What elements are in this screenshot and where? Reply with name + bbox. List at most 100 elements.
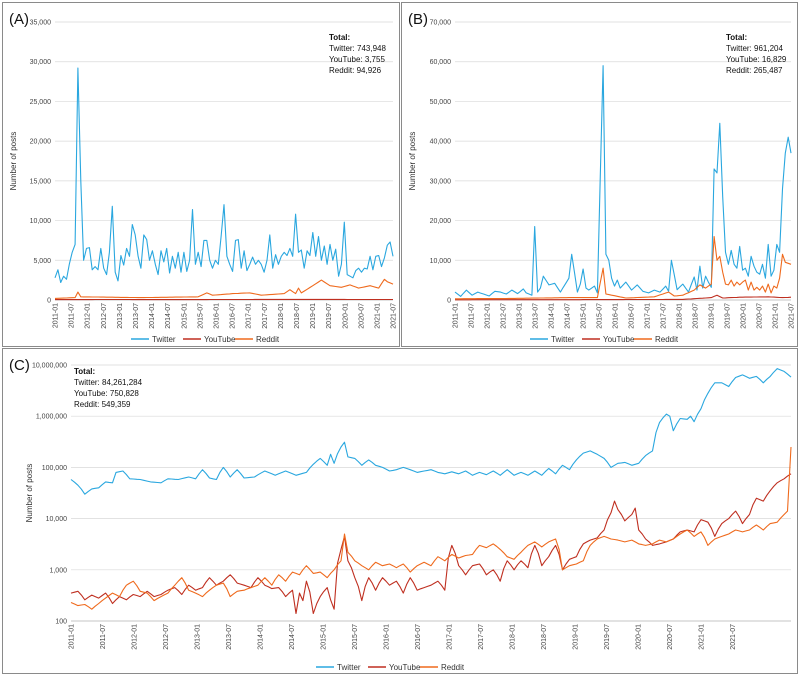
x-tick-label: 2018-01: [677, 303, 684, 329]
x-tick-label: 2017-07: [262, 303, 269, 329]
totals-line: Twitter: 84,261,284: [74, 378, 143, 387]
y-tick-label: 25,000: [30, 99, 52, 106]
x-tick-label: 2016-07: [230, 303, 237, 329]
x-tick-label: 2019-01: [573, 624, 580, 650]
totals-line: Reddit: 94,926: [329, 66, 382, 75]
legend-label-youtube: YouTube: [204, 335, 236, 344]
x-tick-label: 2014-07: [565, 303, 572, 329]
legend-label-reddit: Reddit: [655, 335, 679, 344]
y-tick-label: 60,000: [430, 59, 452, 66]
x-tick-label: 2018-01: [510, 624, 517, 650]
x-tick-label: 2018-07: [541, 624, 548, 650]
x-tick-label: 2020-07: [757, 303, 764, 329]
legend-label-reddit: Reddit: [441, 663, 465, 672]
y-tick-label: 0: [47, 298, 51, 305]
totals-title: Total:: [74, 367, 95, 376]
chart-b-svg: (B) 0 10,000 20,000 30,000 40,000 50,000 60,000…: [408, 11, 796, 344]
x-tick-label: 2012-07: [101, 303, 108, 329]
x-tick-label: 2016-07: [629, 303, 636, 329]
x-tick-label: 2014-01: [549, 303, 556, 329]
x-tick-label: 2011-07: [100, 624, 107, 649]
y-tick-label: 10,000,000: [32, 363, 67, 370]
y-tick-label: 10,000: [30, 218, 52, 225]
x-tick-label: 2013-07: [226, 624, 233, 650]
x-tick-label: 2020-07: [667, 624, 674, 650]
x-tick-label: 2019-07: [326, 303, 333, 329]
y-tick-label: 30,000: [30, 59, 52, 66]
y-tick-label: 1,000,000: [36, 414, 67, 421]
x-tick-label: 2013-01: [117, 303, 124, 329]
x-tick-label: 2012-07: [501, 303, 508, 329]
x-tick-label: 2020-07: [358, 303, 365, 329]
x-tick-label: 2019-07: [604, 624, 611, 650]
totals-line: Reddit: 549,359: [74, 400, 131, 409]
x-tick-label: 2021-07: [730, 624, 737, 650]
series-line-reddit: [70, 446, 792, 610]
x-tick-label: 2020-01: [741, 303, 748, 329]
series-line-twitter: [70, 368, 792, 495]
totals-line: Twitter: 743,948: [329, 44, 386, 53]
chart-panel-b: (B) 0 10,000 20,000 30,000 40,000 50,000 60,000…: [401, 2, 798, 347]
x-tick-label: 2016-01: [613, 303, 620, 329]
x-tick-label: 2013-01: [195, 624, 202, 650]
series-line-youtube: [455, 294, 792, 301]
y-tick-label: 0: [447, 298, 451, 305]
totals-line: Reddit: 265,487: [726, 66, 783, 75]
x-tick-label: 2015-01: [581, 303, 588, 329]
series-line-twitter: [454, 65, 792, 297]
x-tick-label: 2017-07: [478, 624, 485, 650]
x-tick-label: 2019-01: [310, 303, 317, 329]
x-tick-label: 2020-01: [636, 624, 643, 650]
y-tick-label: 50,000: [430, 99, 452, 106]
series-line-reddit: [455, 235, 792, 300]
x-tick-label: 2011-01: [453, 303, 460, 328]
legend-label-twitter: Twitter: [551, 335, 575, 344]
x-tick-label: 2016-07: [415, 624, 422, 650]
y-tick-label: 35,000: [30, 20, 52, 27]
series-line-reddit: [54, 278, 394, 299]
y-tick-label: 10,000: [46, 516, 68, 523]
y-tick-label: 1,000: [49, 567, 67, 574]
x-tick-label: 2021-07: [391, 303, 398, 329]
x-tick-label: 2017-01: [447, 624, 454, 650]
y-axis-label: Number of posts: [9, 132, 18, 191]
x-tick-label: 2015-01: [321, 624, 328, 650]
totals-line: YouTube: 3,755: [329, 55, 385, 64]
y-tick-label: 20,000: [30, 139, 52, 146]
x-tick-label: 2015-07: [597, 303, 604, 329]
x-tick-label: 2018-01: [278, 303, 285, 329]
x-tick-label: 2013-07: [533, 303, 540, 329]
x-tick-label: 2017-01: [645, 303, 652, 329]
y-tick-label: 15,000: [30, 178, 52, 185]
y-tick-label: 100,000: [42, 465, 67, 472]
x-tick-label: 2014-01: [258, 624, 265, 650]
x-tick-label: 2016-01: [214, 303, 221, 329]
totals-title: Total:: [329, 33, 350, 42]
chart-a-svg: (A) 0 5,000 10,000 15,000 20,000 25,000 30,000 3…: [9, 11, 398, 344]
x-tick-label: 2017-07: [661, 303, 668, 329]
x-tick-label: 2013-07: [133, 303, 140, 329]
x-tick-label: 2011-07: [69, 303, 76, 328]
x-tick-label: 2021-01: [699, 624, 706, 650]
x-tick-label: 2021-01: [773, 303, 780, 329]
x-tick-label: 2012-01: [485, 303, 492, 329]
series-line-twitter: [54, 67, 394, 284]
y-tick-label: 70,000: [430, 20, 452, 27]
x-tick-label: 2011-01: [53, 303, 60, 328]
panel-label: (A): [9, 11, 29, 28]
y-tick-label: 100: [55, 619, 67, 626]
totals-line: YouTube: 16,829: [726, 55, 787, 64]
x-tick-label: 2011-01: [69, 624, 76, 649]
legend-label-twitter: Twitter: [152, 335, 176, 344]
legend-label-youtube: YouTube: [389, 663, 421, 672]
totals-title: Total:: [726, 33, 747, 42]
totals-line: YouTube: 750,828: [74, 389, 139, 398]
x-tick-label: 2018-07: [294, 303, 301, 329]
x-tick-label: 2018-07: [693, 303, 700, 329]
x-tick-label: 2015-07: [197, 303, 204, 329]
x-tick-label: 2012-01: [132, 624, 139, 650]
legend-label-youtube: YouTube: [603, 335, 635, 344]
legend-label-twitter: Twitter: [337, 663, 361, 672]
x-tick-label: 2012-01: [85, 303, 92, 329]
x-tick-label: 2014-07: [289, 624, 296, 650]
